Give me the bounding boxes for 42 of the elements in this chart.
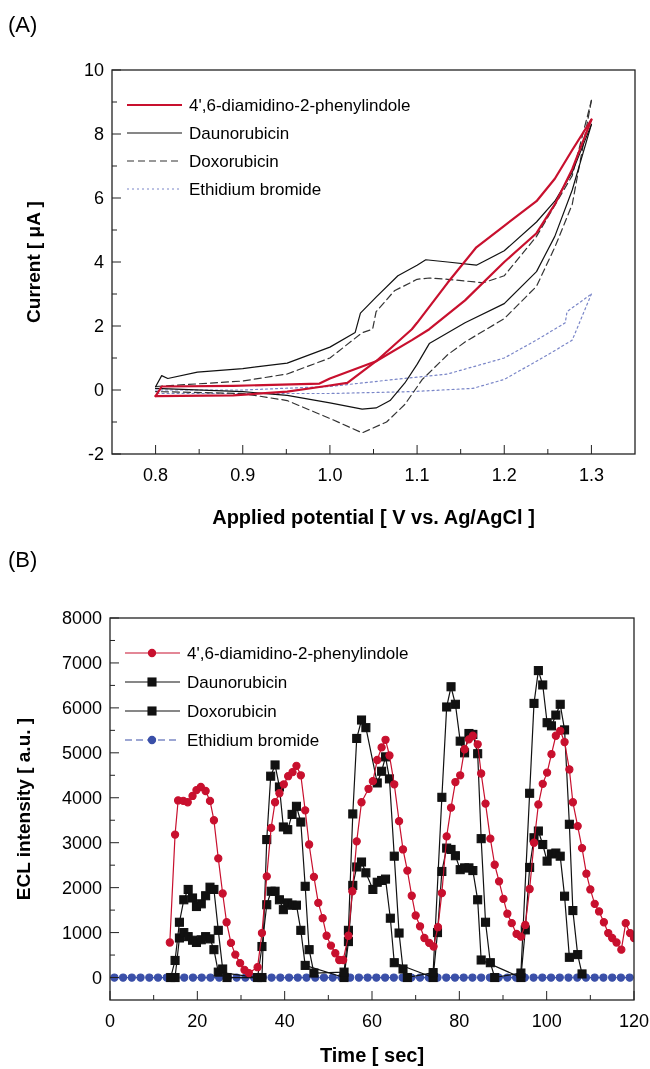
y-tick-label: 7000: [61, 652, 102, 673]
x-axis-title: Applied potential [ V vs. Ag/AgCl ]: [212, 506, 535, 528]
x-tick-label: 1.3: [578, 465, 604, 485]
y-tick-label: 4: [93, 252, 104, 272]
x-tick-label: 20: [187, 1011, 208, 1031]
legend-label: Ethidium bromide: [187, 731, 320, 750]
y-tick-label: 6000: [61, 697, 102, 718]
x-tick-label: 40: [274, 1011, 295, 1031]
y-tick-label: 1000: [61, 922, 102, 943]
y-tick-label: 8000: [61, 608, 102, 628]
y-tick-label: 10: [83, 60, 104, 80]
y-tick-label: 0: [91, 967, 102, 988]
x-tick-label: 1.0: [317, 465, 343, 485]
chart-title: (B): [8, 547, 38, 572]
y-tick-label: 6: [93, 188, 104, 208]
legend-label: 4',6-diamidino-2-phenylindole: [189, 96, 411, 115]
x-tick-label: 1.2: [491, 465, 517, 485]
x-tick-label: 0.9: [230, 465, 256, 485]
x-tick-label: 60: [361, 1011, 383, 1031]
x-axis-title: Time [ sec]: [319, 1044, 425, 1066]
y-tick-label: 2: [93, 316, 104, 336]
y-tick-label: 0: [93, 380, 104, 400]
legend-label: Ethidium bromide: [189, 180, 322, 199]
x-tick-label: 100: [531, 1011, 562, 1031]
y-tick-label: 4000: [61, 787, 102, 808]
legend-label: Doxorubicin: [187, 702, 277, 721]
legend-label: 4',6-diamidino-2-phenylindole: [187, 644, 409, 663]
legend-label: Daunorubicin: [189, 124, 290, 143]
legend-label: Doxorubicin: [189, 152, 279, 171]
y-axis-title: Current [ μA ]: [23, 201, 44, 323]
x-tick-label: 1.1: [404, 465, 430, 485]
y-tick-label: 2000: [61, 877, 102, 898]
x-tick-label: 80: [449, 1011, 470, 1031]
y-tick-label: -2: [87, 444, 104, 464]
y-tick-label: 3000: [61, 832, 102, 853]
y-axis-title: ECL intensity [ a.u. ]: [13, 717, 34, 901]
x-tick-label: 120: [618, 1011, 650, 1031]
y-tick-label: 8: [93, 124, 104, 144]
x-tick-label: 0.8: [143, 465, 169, 485]
legend-label: Daunorubicin: [187, 673, 288, 692]
chart-title: (A): [8, 12, 38, 37]
y-tick-label: 5000: [61, 742, 102, 763]
